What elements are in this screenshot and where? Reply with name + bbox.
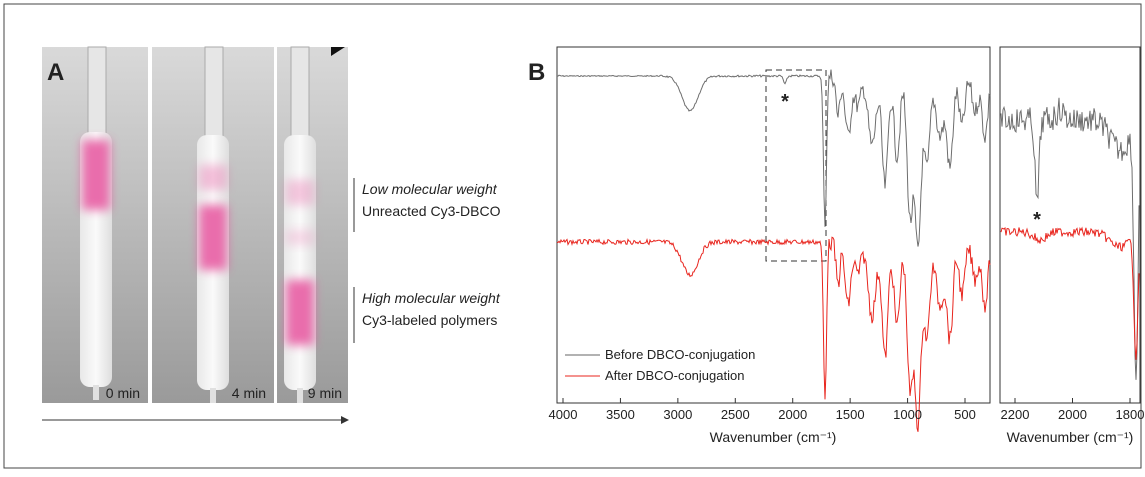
panel-label: B [528, 59, 545, 86]
annotation-title: Low molecular weight [362, 181, 498, 197]
x-tick-label: 1000 [893, 407, 922, 422]
x-tick-label: 1500 [836, 407, 865, 422]
frame [3, 3, 1142, 469]
spectra [556, 69, 1140, 432]
legend-label: After DBCO-conjugation [605, 368, 744, 383]
annotation-text: Unreacted Cy3-DBCO [362, 203, 501, 219]
x-tick-label: 2200 [1001, 407, 1030, 422]
annotation-title: High molecular weight [362, 290, 501, 306]
time-label: 0 min [106, 385, 140, 401]
x-tick-label: 2000 [1058, 407, 1087, 422]
annotation-text: Cy3-labeled polymers [362, 312, 497, 328]
x-tick-label: 2500 [721, 407, 750, 422]
legend-label: Before DBCO-conjugation [605, 347, 755, 362]
spectrum-trace [556, 69, 991, 247]
x-tick-label: 3000 [663, 407, 692, 422]
time-label: 9 min [308, 385, 342, 401]
spectrum-trace [1000, 97, 1140, 380]
x-tick-label: 500 [954, 407, 976, 422]
spectrum-trace [1000, 226, 1140, 360]
peak-marker: * [781, 91, 789, 113]
x-tick-label: 2000 [778, 407, 807, 422]
panel-label: A [47, 59, 64, 86]
x-tick-label: 3500 [606, 407, 635, 422]
photo-panel [42, 46, 348, 403]
axis-label: Wavenumber (cm⁻¹) [710, 429, 837, 445]
plot-frame [556, 46, 991, 404]
time-label: 4 min [232, 385, 266, 401]
peak-marker: * [1033, 209, 1041, 231]
spectrum-trace [556, 236, 991, 432]
x-tick-label: 4000 [549, 407, 578, 422]
highlight-box [765, 69, 827, 262]
plot-frame [999, 46, 1141, 404]
axis-label: Wavenumber (cm⁻¹) [1007, 429, 1134, 445]
x-tick-label: 1800 [1116, 407, 1145, 422]
